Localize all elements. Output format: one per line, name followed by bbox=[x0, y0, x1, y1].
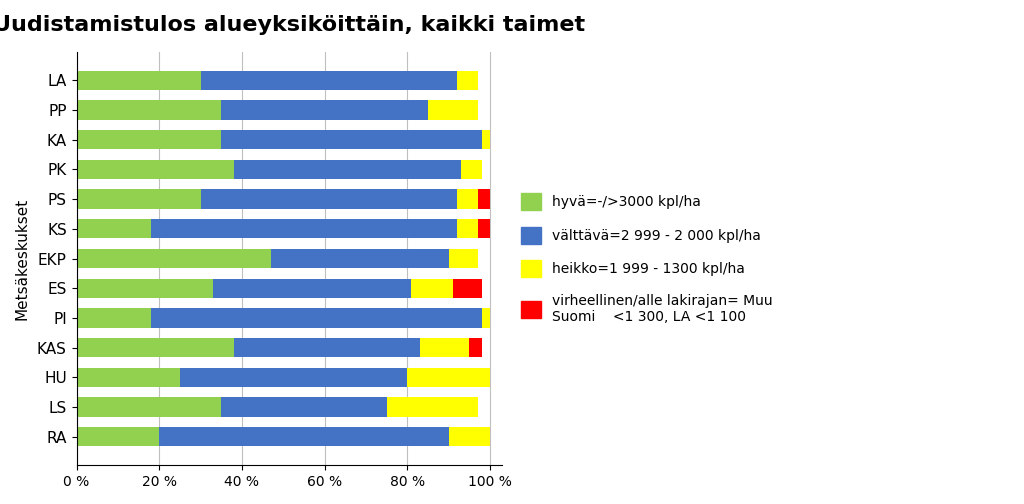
Bar bbox=[481, 308, 489, 328]
Bar bbox=[477, 219, 489, 238]
Bar bbox=[201, 190, 457, 209]
Bar bbox=[461, 160, 481, 179]
Bar bbox=[457, 219, 477, 238]
Y-axis label: Metsäkeskukset: Metsäkeskukset bbox=[15, 198, 30, 320]
Bar bbox=[449, 249, 477, 268]
Bar bbox=[481, 130, 489, 149]
Bar bbox=[213, 279, 412, 298]
Bar bbox=[77, 71, 201, 90]
Bar bbox=[221, 130, 481, 149]
Bar bbox=[449, 427, 489, 447]
Bar bbox=[77, 279, 213, 298]
Bar bbox=[428, 100, 477, 119]
Bar bbox=[453, 279, 481, 298]
Bar bbox=[77, 249, 271, 268]
Bar bbox=[408, 368, 489, 387]
Bar bbox=[77, 190, 201, 209]
Bar bbox=[77, 368, 180, 387]
Bar bbox=[457, 71, 477, 90]
Bar bbox=[151, 308, 481, 328]
Bar bbox=[233, 160, 461, 179]
Legend: hyvä=-/>3000 kpl/ha, välttävä=2 999 - 2 000 kpl/ha, heikko=1 999 - 1300 kpl/ha, : hyvä=-/>3000 kpl/ha, välttävä=2 999 - 2 … bbox=[514, 186, 780, 331]
Bar bbox=[77, 100, 221, 119]
Bar bbox=[221, 398, 387, 417]
Bar bbox=[77, 160, 233, 179]
Bar bbox=[77, 427, 159, 447]
Bar bbox=[151, 219, 457, 238]
Title: Uudistamistulos alueyksiköittäin, kaikki taimet: Uudistamistulos alueyksiköittäin, kaikki… bbox=[0, 15, 586, 35]
Bar bbox=[233, 338, 420, 357]
Bar bbox=[271, 249, 449, 268]
Bar bbox=[77, 219, 151, 238]
Bar bbox=[77, 130, 221, 149]
Bar bbox=[180, 368, 408, 387]
Bar bbox=[77, 338, 233, 357]
Bar bbox=[77, 398, 221, 417]
Bar bbox=[457, 190, 477, 209]
Bar bbox=[221, 100, 428, 119]
Bar bbox=[387, 398, 477, 417]
Bar bbox=[201, 71, 457, 90]
Bar bbox=[477, 190, 489, 209]
Bar bbox=[159, 427, 449, 447]
Bar bbox=[412, 279, 453, 298]
Bar bbox=[420, 338, 469, 357]
Bar bbox=[469, 338, 481, 357]
Bar bbox=[77, 308, 151, 328]
